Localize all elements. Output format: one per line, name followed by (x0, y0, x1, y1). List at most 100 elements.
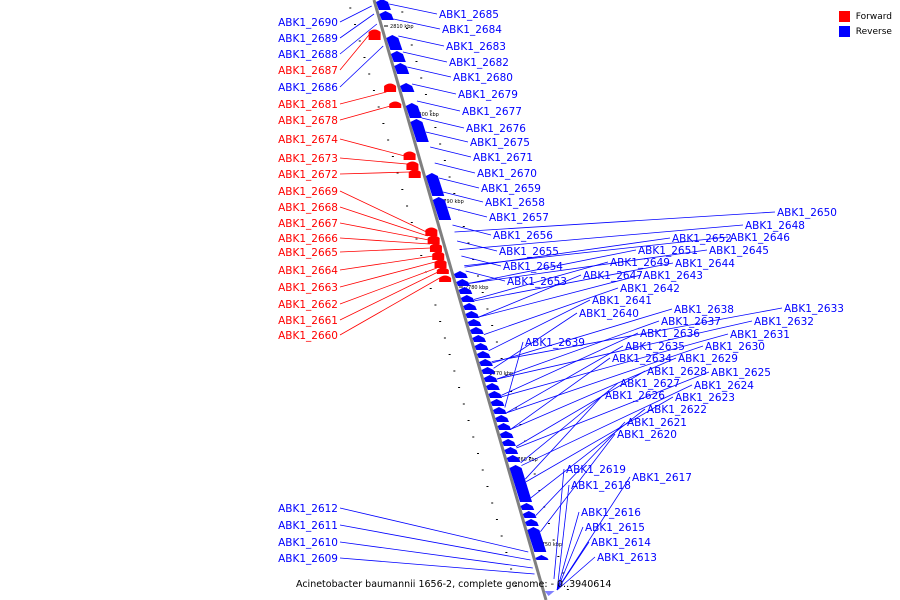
gene-features (368, 0, 555, 596)
reverse-gene-feature (400, 83, 415, 92)
label-leader-line (473, 261, 609, 300)
forward-gene-feature (436, 267, 449, 274)
label-leader-line (488, 299, 591, 352)
scale-ticks: 2810 kbp 2800 kbp 2790 kbp 2780 kbp 2770 kbp… (349, 7, 569, 590)
label-leader-line (339, 271, 439, 321)
forward-gene-feature (429, 243, 442, 252)
reverse-gene-feature (476, 351, 491, 358)
reverse-gene-feature (376, 0, 391, 10)
gene-label: ABK1_2665 (278, 247, 338, 259)
gene-label: ABK1_2653 (507, 276, 567, 288)
gene-label: ABK1_2668 (278, 202, 338, 214)
scale-tick-label: 2780 kbp (465, 285, 489, 291)
label-leader-line (556, 541, 590, 591)
gene-label: ABK1_2654 (503, 261, 563, 273)
label-leader-line (461, 255, 502, 267)
reverse-gene-feature (474, 343, 489, 350)
label-leader-line (438, 177, 480, 189)
label-leader-line (491, 308, 673, 364)
label-leader-line (425, 131, 469, 143)
gene-label: ABK1_2659 (481, 183, 541, 195)
label-lines (339, 3, 783, 591)
gene-label: ABK1_2611 (278, 520, 338, 532)
gene-label: ABK1_2612 (278, 503, 338, 515)
label-leader-line (525, 396, 674, 483)
reverse-gene-feature (394, 63, 410, 74)
reverse-gene-feature (481, 367, 496, 374)
gene-label: ABK1_2630 (705, 341, 765, 353)
reverse-gene-feature (463, 303, 477, 310)
label-leader-line (411, 83, 457, 95)
label-leader-line (456, 240, 498, 252)
label-leader-line (339, 255, 434, 271)
legend-item-forward: Forward (838, 9, 892, 24)
label-leader-line (339, 13, 375, 39)
gene-label: ABK1_2673 (278, 153, 338, 165)
reverse-gene-feature (405, 103, 422, 118)
legend-item-reverse: Reverse (838, 24, 892, 39)
gene-label: ABK1_2672 (278, 169, 338, 181)
forward-gene-feature (389, 101, 402, 108)
gene-label: ABK1_2689 (278, 33, 338, 45)
reverse-gene-feature (456, 279, 471, 286)
label-leader-line (339, 267, 437, 305)
label-leader-line (510, 357, 611, 430)
label-leader-line (339, 171, 410, 175)
label-leader-line (520, 382, 619, 464)
label-leader-line (416, 100, 461, 112)
legend-label-reverse: Reverse (855, 26, 892, 37)
reverse-gene-feature (483, 375, 498, 382)
label-leader-line (474, 262, 674, 302)
gene-label: ABK1_2629 (678, 353, 738, 365)
gene-label: ABK1_2675 (470, 137, 530, 149)
label-leader-line (339, 541, 533, 569)
label-leader-line (493, 312, 578, 369)
label-leader-line (501, 332, 639, 396)
label-leader-line (421, 117, 465, 129)
gene-label: ABK1_2676 (466, 123, 526, 135)
gene-label: ABK1_2614 (591, 537, 651, 549)
forward-gene-feature (425, 227, 438, 236)
label-leader-line (339, 91, 387, 105)
label-leader-line (339, 524, 531, 561)
label-leader-line (478, 274, 582, 318)
forward-gene-feature (439, 275, 452, 282)
label-leader-line (339, 247, 432, 253)
label-leader-line (339, 45, 384, 88)
gene-label: ABK1_2633 (784, 303, 844, 315)
reverse-gene-feature (425, 173, 445, 196)
reverse-gene-feature (492, 407, 507, 414)
reverse-gene-feature (497, 423, 512, 430)
gene-label: ABK1_2688 (278, 49, 338, 61)
reverse-gene-feature (472, 335, 487, 342)
gene-label: ABK1_2623 (675, 392, 735, 404)
gene-label: ABK1_2678 (278, 115, 338, 127)
label-leader-line (504, 341, 524, 408)
label-leader-line (454, 211, 776, 233)
gene-label: ABK1_2655 (499, 246, 559, 258)
reverse-gene-feature (488, 391, 503, 398)
gene-label: ABK1_2624 (694, 380, 754, 392)
gene-label: ABK1_2662 (278, 299, 338, 311)
gene-label: ABK1_2645 (709, 245, 769, 257)
label-leader-line (469, 249, 708, 284)
label-leader-line (339, 138, 405, 157)
reverse-gene-feature (465, 311, 480, 318)
gene-label: ABK1_2666 (278, 233, 338, 245)
label-leader-line (506, 345, 704, 414)
gene-label: ABK1_2664 (278, 265, 338, 277)
reverse-gene-feature (390, 51, 406, 62)
label-leader-line (339, 557, 535, 575)
genome-backbone (372, 0, 548, 600)
gene-label: ABK1_2615 (585, 522, 645, 534)
forward-gene-feature (406, 161, 419, 170)
gene-label: ABK1_2639 (525, 337, 585, 349)
label-leader-line (530, 408, 646, 499)
gene-label: ABK1_2674 (278, 134, 338, 146)
reverse-gene-feature (525, 519, 539, 526)
gene-label: ABK1_2685 (439, 9, 499, 21)
label-leader-line (540, 433, 616, 532)
gene-label: ABK1_2680 (453, 72, 513, 84)
reverse-gene-feature (520, 503, 535, 510)
gene-label: ABK1_2613 (597, 552, 657, 564)
